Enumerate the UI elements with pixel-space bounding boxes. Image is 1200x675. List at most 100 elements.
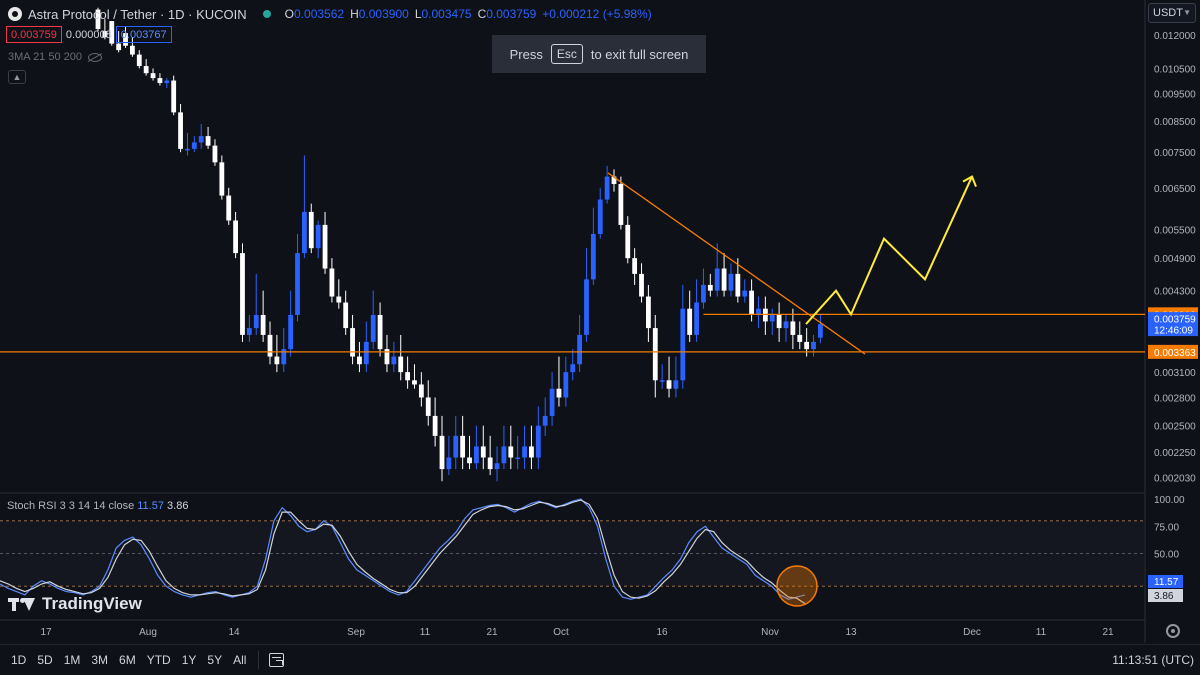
- candle-body: [618, 183, 624, 225]
- candle-body: [302, 211, 307, 254]
- symbol-title[interactable]: Astra Protocol / Tether · 1D · KUCOIN: [28, 6, 247, 22]
- current-price-tag-text: 12:46:09: [1154, 326, 1193, 337]
- timeframe-3m[interactable]: 3M: [91, 653, 109, 667]
- candle-body: [109, 21, 115, 44]
- sell-price-button[interactable]: 0.003759: [6, 26, 62, 43]
- fullscreen-toast: Press Esc to exit full screen: [492, 35, 706, 73]
- candle-body: [597, 199, 603, 234]
- timeframe-1y[interactable]: 1Y: [181, 653, 197, 667]
- candle-body: [639, 273, 644, 297]
- candle-body: [570, 364, 576, 373]
- candle-body: [453, 435, 459, 458]
- candle-body: [412, 380, 417, 385]
- price-tick-label: 0.003100: [1154, 368, 1196, 379]
- rsi-tick-label: 75.00: [1154, 522, 1179, 533]
- candle-body: [446, 457, 452, 470]
- tradingview-wordmark: TradingView: [42, 594, 142, 613]
- stoch-rsi-d-line: [0, 499, 806, 605]
- candle-body: [198, 136, 204, 143]
- candle-body: [425, 397, 431, 416]
- candle-body: [556, 388, 562, 398]
- time-tick-label: Aug: [139, 627, 157, 638]
- timeframe-5y[interactable]: 5Y: [207, 653, 223, 667]
- candle-body: [749, 290, 754, 315]
- timeframe-6m[interactable]: 6M: [119, 653, 136, 667]
- esc-key: Esc: [550, 44, 583, 64]
- close-value: 0.003759: [486, 7, 537, 21]
- candle-body: [295, 253, 300, 315]
- candle-body: [508, 446, 514, 458]
- toast-press-text: Press: [509, 46, 543, 62]
- timeframe-5d[interactable]: 5D: [37, 653, 53, 667]
- candle-body: [281, 349, 287, 365]
- stoch-rsi-legend[interactable]: Stoch RSI 3 3 14 14 close 11.57 3.86: [7, 500, 188, 512]
- candle-body: [315, 224, 321, 249]
- tradingview-logo[interactable]: TradingView: [8, 594, 142, 614]
- current-price-tag-text: 0.003759: [1154, 315, 1196, 326]
- candle-body: [535, 425, 541, 458]
- collapse-legend-button[interactable]: ▲: [8, 70, 26, 84]
- candle-body: [157, 78, 163, 84]
- candle-body: [343, 302, 349, 329]
- candle-body: [728, 273, 734, 291]
- rsi-tick-label: 100.00: [1154, 495, 1185, 506]
- buy-price-button[interactable]: 0.003767: [115, 26, 172, 43]
- candle-body: [467, 457, 472, 464]
- settings-gear-icon[interactable]: [1166, 624, 1180, 638]
- candle-body: [529, 446, 534, 458]
- projection-arrowhead: [962, 175, 977, 187]
- price-tick-label: 0.012000: [1154, 31, 1196, 42]
- candle-body: [205, 136, 211, 146]
- support-price-tag-text: 0.003363: [1154, 348, 1196, 359]
- utc-clock[interactable]: 11:13:51 (UTC): [1112, 653, 1194, 667]
- candle-body: [418, 384, 424, 398]
- candle-body: [102, 31, 108, 38]
- currency-label: USDT: [1153, 7, 1183, 19]
- candle-body: [377, 314, 383, 350]
- candle-body: [769, 314, 775, 322]
- stoch-rsi-label: Stoch RSI 3 3 14 14 close: [7, 500, 135, 512]
- time-tick-label: 14: [228, 627, 240, 638]
- candle-body: [694, 302, 699, 335]
- time-tick-label: Sep: [347, 627, 365, 638]
- candle-body: [150, 73, 156, 79]
- price-tick-label: 0.004300: [1154, 287, 1196, 298]
- candle-body: [797, 334, 803, 342]
- candle-body: [783, 321, 789, 329]
- low-label: L: [414, 7, 422, 21]
- timeframe-1d[interactable]: 1D: [11, 653, 27, 667]
- candle-body: [687, 308, 693, 335]
- open-value: 0.003562: [294, 7, 345, 21]
- timeframe-1m[interactable]: 1M: [63, 653, 81, 667]
- candle-body: [474, 446, 479, 464]
- timeframe-ytd[interactable]: YTD: [146, 653, 171, 667]
- rsi-k-tag-bg: [1148, 575, 1183, 588]
- candle-body: [350, 328, 355, 357]
- date-range-icon[interactable]: [269, 653, 285, 667]
- candle-body: [274, 356, 280, 365]
- ma-indicator-label: 3MA 21 50 200: [8, 51, 83, 63]
- hidden-eye-icon[interactable]: [88, 52, 103, 62]
- price-tick-label: 0.008500: [1154, 117, 1196, 128]
- ma-indicator-legend[interactable]: 3MA 21 50 200: [8, 51, 103, 63]
- projection-path: [805, 176, 973, 325]
- open-label: O: [284, 7, 295, 21]
- timeframe-all[interactable]: All: [233, 653, 247, 667]
- bottom-toolbar: 1D 5D 1M 3M 6M YTD 1Y 5Y All 11:13:51 (U…: [0, 644, 1200, 675]
- price-tick-label: 0.002800: [1154, 393, 1196, 404]
- time-tick-label: Oct: [553, 627, 569, 638]
- currency-select[interactable]: USDT ▼: [1148, 3, 1196, 23]
- candle-body: [666, 380, 672, 389]
- bid-ask-row: 0.003759 0.000008 0.003767: [6, 26, 172, 43]
- candle-body: [246, 328, 252, 335]
- candle-body: [226, 195, 232, 221]
- candle-body: [164, 80, 170, 84]
- time-tick-label: 16: [656, 627, 668, 638]
- candle-body: [308, 211, 314, 249]
- candle-body: [143, 66, 149, 74]
- candle-body: [714, 268, 720, 291]
- price-tick-label: 0.007500: [1154, 148, 1196, 159]
- candle-body: [611, 176, 617, 184]
- candle-body: [240, 253, 245, 335]
